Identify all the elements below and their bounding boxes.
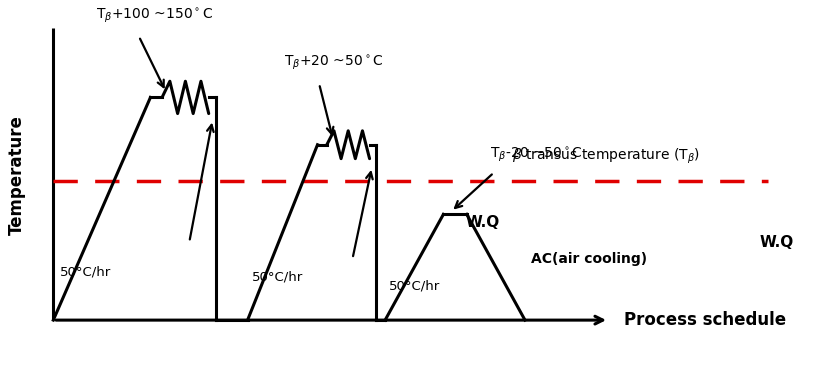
Text: T$_\beta$-20 ~50$^\circ$C: T$_\beta$-20 ~50$^\circ$C: [490, 145, 583, 164]
Text: W.Q: W.Q: [465, 215, 500, 230]
Text: Process schedule: Process schedule: [624, 311, 787, 329]
Text: AC(air cooling): AC(air cooling): [531, 252, 647, 266]
Text: $\beta$ transus temperature (T$_\beta$): $\beta$ transus temperature (T$_\beta$): [512, 146, 700, 166]
Text: T$_\beta$+100 ~150$^\circ$C: T$_\beta$+100 ~150$^\circ$C: [96, 6, 213, 25]
Text: 50°C/hr: 50°C/hr: [60, 265, 110, 278]
Text: 50°C/hr: 50°C/hr: [251, 271, 303, 284]
Text: 50°C/hr: 50°C/hr: [389, 279, 440, 292]
Text: W.Q: W.Q: [760, 235, 794, 250]
Text: T$_\beta$+20 ~50$^\circ$C: T$_\beta$+20 ~50$^\circ$C: [284, 54, 384, 72]
Text: Temperature: Temperature: [7, 115, 25, 235]
